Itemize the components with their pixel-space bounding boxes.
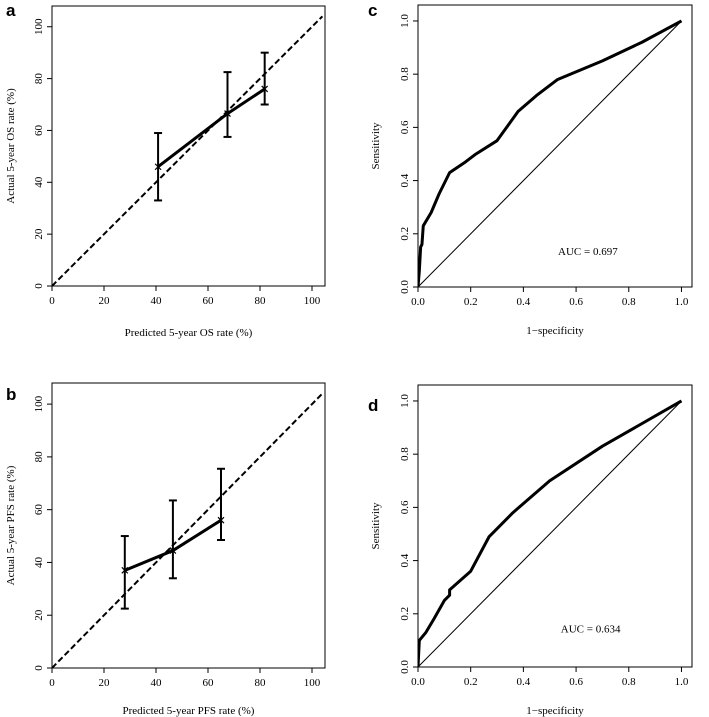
x-tick-label: 0.8 — [622, 676, 636, 688]
y-tick-label: 100 — [33, 18, 45, 35]
plot-frame — [417, 4, 693, 288]
y-tick-label: 1.0 — [399, 394, 411, 408]
y-tick-label: 40 — [33, 176, 45, 188]
panel-a: 0 20 40 60 80 100 0 20 40 60 80 100 Predicted 5-year… — [5, 1, 326, 339]
x-tick-label: 60 — [203, 677, 215, 689]
auc-annotation: AUC = 0.697 — [558, 246, 618, 258]
x-axis-label: Predicted 5-year OS rate (%) — [125, 327, 253, 339]
observed-point-marker — [154, 163, 162, 171]
x-tick-label: 0.6 — [569, 296, 583, 308]
y-axis-label: Sensitivity — [370, 122, 382, 170]
x-axis-label: Predicted 5-year PFS rate (%) — [123, 705, 255, 717]
x-tick-label: 20 — [99, 677, 111, 689]
x-tick-label: 0.0 — [411, 676, 425, 688]
y-tick-label: 0.2 — [399, 607, 411, 621]
plot-frame — [417, 384, 693, 668]
panel-label: d — [368, 396, 378, 415]
x-tick-label: 0 — [49, 677, 55, 689]
x-tick-label: 60 — [203, 295, 215, 307]
roc-curve — [418, 19, 683, 287]
plot-area — [52, 392, 324, 668]
chance-diagonal-line — [418, 400, 682, 667]
plot-frame — [51, 382, 326, 669]
y-tick-label: 0.6 — [399, 120, 411, 134]
x-tick-label: 20 — [99, 295, 111, 307]
panel-label: c — [368, 1, 377, 20]
observed-point-marker — [217, 516, 225, 524]
chance-diagonal-line — [418, 20, 682, 287]
y-tick-label: 0.4 — [399, 173, 411, 187]
x-tick-label: 0.2 — [464, 676, 478, 688]
y-tick-label: 0.0 — [399, 660, 411, 674]
panel-label: b — [6, 385, 16, 404]
plot-area — [418, 399, 683, 667]
observed-point-marker — [224, 110, 231, 118]
x-tick-label: 0.6 — [569, 676, 583, 688]
x-tick-label: 0.0 — [411, 296, 425, 308]
plot-area — [418, 19, 683, 287]
panel-c: 0.0 0.2 0.4 0.6 0.8 1.0 0.0 0.2 0.4 0.6 0.8 1.0 1−sp… — [368, 1, 693, 337]
x-tick-label: 1.0 — [675, 296, 689, 308]
y-tick-label: 60 — [33, 124, 45, 136]
x-tick-label: 0.4 — [517, 296, 531, 308]
x-tick-label: 80 — [255, 677, 267, 689]
ideal-reference-line — [52, 15, 324, 286]
y-axis-label: Actual 5-year OS rate (%) — [5, 88, 17, 204]
y-tick-label: 20 — [33, 609, 45, 621]
roc-curve — [418, 399, 683, 667]
y-tick-label: 0.4 — [399, 553, 411, 567]
x-tick-label: 40 — [151, 677, 163, 689]
y-tick-label: 1.0 — [399, 14, 411, 28]
y-tick-label: 0.2 — [399, 227, 411, 241]
y-tick-label: 60 — [33, 504, 45, 515]
x-tick-label: 0.8 — [622, 296, 636, 308]
x-axis-label: 1−specificity — [526, 325, 584, 337]
x-tick-label: 40 — [151, 295, 163, 307]
plot-area — [52, 15, 324, 286]
x-tick-label: 0.2 — [464, 296, 478, 308]
panel-label: a — [6, 1, 16, 20]
y-tick-label: 0 — [33, 283, 45, 289]
y-tick-label: 20 — [33, 228, 45, 240]
x-axis-label: 1−specificity — [526, 705, 584, 717]
observed-point-marker — [261, 85, 269, 93]
y-tick-label: 0.8 — [399, 67, 411, 81]
calibration-curve — [157, 87, 266, 168]
y-tick-label: 0.6 — [399, 500, 411, 514]
auc-annotation: AUC = 0.634 — [561, 623, 621, 635]
x-tick-label: 100 — [304, 295, 321, 307]
ideal-reference-line — [52, 392, 324, 668]
y-tick-label: 40 — [33, 556, 45, 568]
y-tick-label: 80 — [33, 451, 45, 463]
x-tick-label: 80 — [255, 295, 267, 307]
y-tick-label: 80 — [33, 73, 45, 85]
x-tick-label: 100 — [304, 677, 321, 689]
y-tick-label: 0.8 — [399, 447, 411, 461]
x-tick-label: 0 — [49, 295, 55, 307]
observed-point-marker — [169, 547, 177, 554]
y-tick-label: 0 — [33, 665, 45, 671]
panel-b: 0 20 40 60 80 100 0 20 40 60 80 100 Predicted 5-year… — [5, 382, 326, 717]
y-axis-label: Actual 5-year PFS rate (%) — [5, 465, 17, 585]
x-tick-label: 1.0 — [675, 676, 689, 688]
y-tick-label: 100 — [33, 395, 45, 412]
plot-frame — [51, 5, 326, 287]
y-tick-label: 0.0 — [399, 280, 411, 294]
panel-d: 0.0 0.2 0.4 0.6 0.8 1.0 0.0 0.2 0.4 0.6 0.8 1.0 1−sp… — [368, 384, 693, 717]
y-axis-label: Sensitivity — [370, 502, 382, 550]
observed-point-marker — [121, 566, 129, 574]
x-tick-label: 0.4 — [517, 676, 531, 688]
